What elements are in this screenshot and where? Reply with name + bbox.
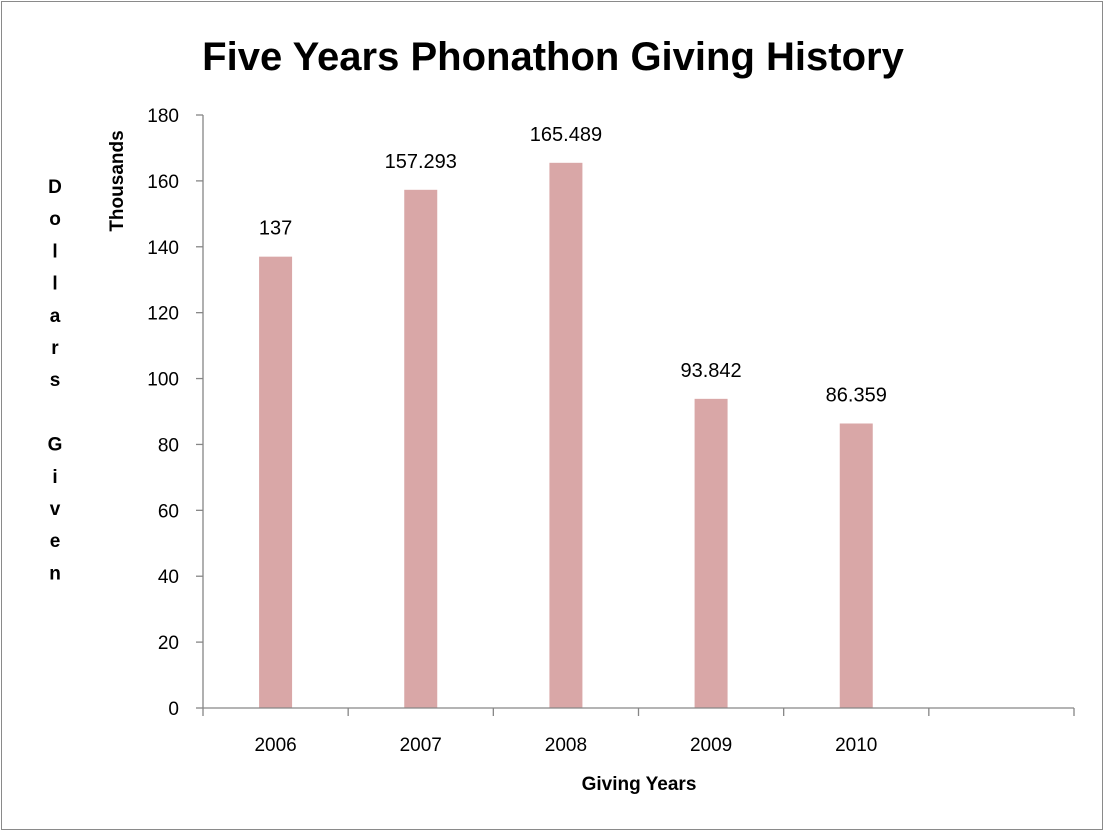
data-label-2006: 137 bbox=[259, 218, 292, 240]
y-axis-title-char: G bbox=[48, 435, 63, 456]
bar-series bbox=[259, 162, 873, 709]
y-axis-title-char: o bbox=[49, 209, 61, 230]
x-tick-label: 2009 bbox=[690, 735, 732, 756]
y-axis-title-char: e bbox=[50, 531, 61, 552]
bar-2008 bbox=[549, 162, 583, 709]
y-axis-title-char: n bbox=[49, 563, 61, 584]
y-axis-title-char: r bbox=[51, 338, 59, 359]
y-tick-label: 0 bbox=[168, 699, 179, 720]
y-axis-title-char: l bbox=[52, 241, 57, 262]
bar-2007 bbox=[404, 189, 438, 708]
x-axis-ticks: 2006 2007 2008 2009 2010 bbox=[202, 708, 1075, 756]
chart-title: Five Years Phonathon Giving History bbox=[202, 35, 904, 79]
bar-2010 bbox=[839, 423, 873, 708]
y-axis-title-char: v bbox=[50, 499, 61, 520]
y-tick-label: 80 bbox=[158, 435, 179, 456]
y-tick-label: 120 bbox=[147, 304, 179, 325]
data-labels: 137 157.293 165.489 93.842 86.359 bbox=[259, 124, 887, 407]
data-label-2010: 86.359 bbox=[826, 384, 887, 406]
y-axis-title-char: a bbox=[50, 306, 61, 327]
y-axis-ticks: 0 20 40 60 80 100 120 140 160 180 bbox=[147, 106, 203, 720]
data-label-2007: 157.293 bbox=[385, 151, 457, 173]
y-tick-label: 20 bbox=[158, 633, 179, 654]
y-tick-label: 140 bbox=[147, 238, 179, 259]
y-tick-label: 40 bbox=[158, 567, 179, 588]
y-axis-title-char: D bbox=[48, 177, 62, 198]
data-label-2009: 93.842 bbox=[680, 360, 741, 382]
y-tick-label: 100 bbox=[147, 370, 179, 391]
x-tick-label: 2007 bbox=[400, 735, 442, 756]
x-tick-label: 2008 bbox=[545, 735, 587, 756]
bar-2006 bbox=[259, 256, 293, 708]
y-tick-label: 180 bbox=[147, 106, 179, 127]
data-label-2008: 165.489 bbox=[530, 124, 602, 146]
bar-2009 bbox=[694, 398, 728, 708]
y-axis-unit-label: Thousands bbox=[107, 130, 128, 231]
x-tick-label: 2006 bbox=[254, 735, 296, 756]
y-tick-label: 160 bbox=[147, 172, 179, 193]
x-axis-title: Giving Years bbox=[582, 774, 697, 795]
x-tick-label: 2010 bbox=[835, 735, 877, 756]
y-axis-title-char: i bbox=[52, 467, 57, 488]
y-axis-title-char: l bbox=[52, 274, 57, 295]
y-axis-title-char: s bbox=[50, 370, 61, 391]
y-tick-label: 60 bbox=[158, 501, 179, 522]
